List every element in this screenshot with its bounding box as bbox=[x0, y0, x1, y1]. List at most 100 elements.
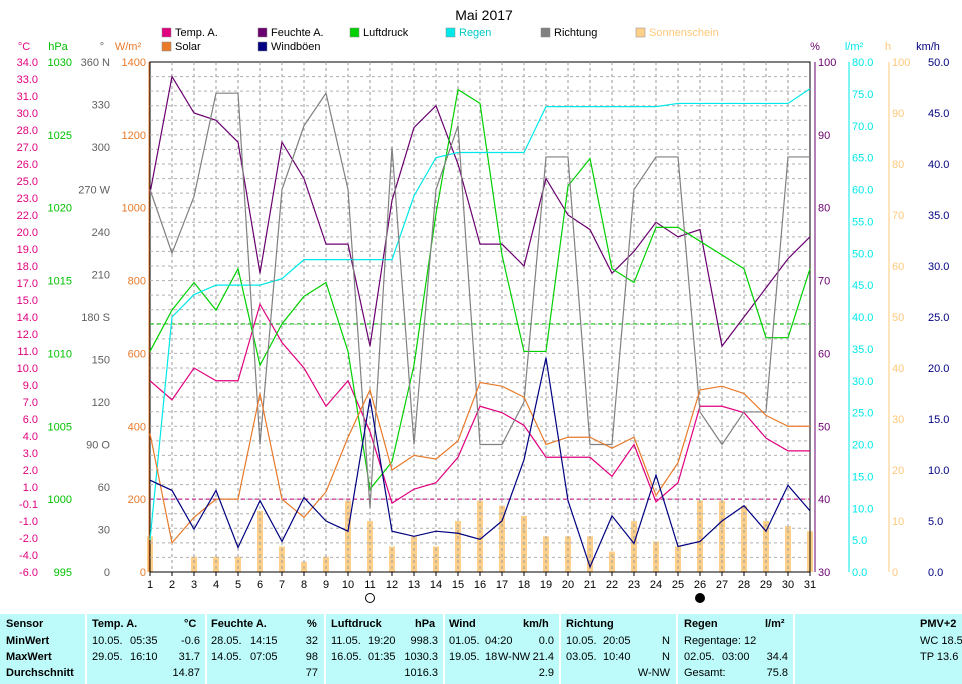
legend-swatch bbox=[257, 27, 268, 38]
solar-tick-label: 200 bbox=[128, 494, 146, 506]
direction-tick-label: 240 bbox=[92, 227, 110, 239]
sunshine-tick-label: 20 bbox=[892, 465, 904, 477]
wind-tick-label: 45.0 bbox=[928, 108, 949, 120]
stats-pressure-max-time: 01:35 bbox=[368, 651, 396, 663]
x-tick-label: 23 bbox=[628, 579, 640, 591]
wind-tick-label: 20.0 bbox=[928, 363, 949, 375]
stats-temp-max-time: 16:10 bbox=[130, 651, 158, 663]
temp-tick-label: 11.0 bbox=[17, 346, 38, 358]
stats-humidity-avg: 77 bbox=[305, 667, 318, 679]
wind-tick-label: 25.0 bbox=[928, 312, 949, 324]
rain-tick-label: 80.0 bbox=[852, 57, 873, 69]
x-tick-label: 13 bbox=[408, 579, 420, 591]
humidity-tick-label: 50 bbox=[818, 421, 830, 433]
stats-direction-min: N bbox=[662, 635, 670, 647]
x-tick-label: 10 bbox=[342, 579, 354, 591]
stats-wind-max-dir: W-NW bbox=[498, 651, 531, 663]
wind-tick-label: 15.0 bbox=[928, 414, 949, 426]
sunshine-tick-label: 0 bbox=[892, 567, 898, 579]
stats-humidity-min: 32 bbox=[305, 635, 318, 647]
stats-wind-max: 21.4 bbox=[532, 651, 554, 663]
stats-wind-min-date: 01.05. bbox=[449, 635, 480, 647]
legend-swatch bbox=[445, 27, 456, 38]
x-tick-label: 28 bbox=[738, 579, 750, 591]
x-tick-label: 18 bbox=[518, 579, 530, 591]
pressure-tick-label: 1025 bbox=[48, 130, 72, 142]
direction-tick-label: 0 bbox=[104, 567, 110, 579]
x-tick-label: 11 bbox=[364, 579, 375, 591]
direction-tick-label: 300 bbox=[92, 142, 110, 154]
temp-tick-label: 26.0 bbox=[17, 159, 38, 171]
sunshine-bar bbox=[323, 556, 329, 572]
humidity-tick-label: 40 bbox=[818, 494, 830, 506]
stats-rain-max-time: 03:00 bbox=[722, 651, 750, 663]
stats-rain-max-date: 02.05. bbox=[684, 651, 715, 663]
series-line-windb-en bbox=[149, 357, 811, 569]
temp-tick-label: 20.0 bbox=[17, 227, 38, 239]
stats-temp-min: -0.6 bbox=[181, 635, 200, 647]
stats-direction-max: N bbox=[662, 651, 670, 663]
solar-tick-label: 800 bbox=[128, 276, 146, 288]
stats-temp-max: 31.7 bbox=[178, 651, 200, 663]
stats-rain-unit: l/m² bbox=[765, 618, 785, 630]
temp-tick-label: 15.0 bbox=[17, 295, 38, 307]
x-tick-label: 6 bbox=[257, 579, 263, 591]
stats-direction-header: Richtung bbox=[566, 618, 614, 630]
stats-wind-min-time: 04:20 bbox=[485, 635, 513, 647]
x-tick-label: 31 bbox=[804, 579, 816, 591]
legend-swatch bbox=[635, 27, 646, 38]
stats-temp-min-time: 05:35 bbox=[130, 635, 158, 647]
wind-tick-label: 5.0 bbox=[928, 516, 943, 528]
stats-rain-max: 34.4 bbox=[766, 651, 788, 663]
wind-axis-unit: km/h bbox=[916, 41, 940, 53]
rain-tick-label: 5.0 bbox=[852, 535, 867, 547]
x-tick-label: 8 bbox=[301, 579, 307, 591]
x-tick-label: 16 bbox=[474, 579, 486, 591]
pressure-tick-label: 1015 bbox=[48, 276, 72, 288]
temp-tick-label: 2.0 bbox=[23, 465, 38, 477]
chart-title: Mai 2017 bbox=[455, 7, 513, 23]
wind-tick-label: 30.0 bbox=[928, 261, 949, 273]
stats-pressure-min: 998.3 bbox=[410, 635, 438, 647]
humidity-tick-label: 80 bbox=[818, 203, 830, 215]
stats-pressure-min-date: 11.05. bbox=[331, 635, 361, 647]
rain-tick-label: 35.0 bbox=[852, 344, 873, 356]
stats-label-min: MinWert bbox=[6, 635, 50, 647]
pressure-tick-label: 1005 bbox=[48, 421, 72, 433]
direction-tick-label: 120 bbox=[92, 397, 110, 409]
stats-panel: Sensor MinWert MaxWert Durchschnitt Temp… bbox=[0, 614, 962, 684]
sunshine-bar bbox=[675, 546, 681, 572]
temp-tick-label: 3.0 bbox=[23, 448, 38, 460]
stats-label-max: MaxWert bbox=[6, 651, 52, 663]
sunshine-bar bbox=[367, 521, 373, 572]
x-tick-label: 24 bbox=[650, 579, 662, 591]
legend-label: Windböen bbox=[271, 41, 321, 53]
chart-legend: Temp. A. Feuchte A. Luftdruck Regen Richtung… bbox=[161, 27, 719, 53]
legend-label: Regen bbox=[459, 27, 491, 39]
series-line-solar bbox=[149, 381, 810, 545]
stats-pressure-max-date: 16.05. bbox=[331, 651, 362, 663]
legend-label: Solar bbox=[175, 41, 201, 53]
stats-pmv-header: PMV+2 bbox=[920, 618, 957, 630]
stats-header-sensor: Sensor bbox=[6, 618, 44, 630]
stats-wind-unit: km/h bbox=[523, 618, 549, 630]
rain-tick-label: 0.0 bbox=[852, 567, 867, 579]
temp-tick-label: 27.0 bbox=[17, 142, 38, 154]
sunshine-tick-label: 70 bbox=[892, 210, 904, 222]
moon-full-icon bbox=[365, 593, 375, 603]
temp-tick-label: 19.0 bbox=[17, 244, 38, 256]
stats-humidity-min-time: 14:15 bbox=[250, 635, 278, 647]
direction-axis-unit: ° bbox=[100, 41, 104, 53]
temp-tick-label: 10.0 bbox=[17, 363, 38, 375]
stats-rain-days: 12 bbox=[744, 635, 757, 647]
legend-label: Richtung bbox=[554, 27, 597, 39]
sunshine-bar bbox=[631, 521, 637, 572]
temp-tick-label: -4.0 bbox=[19, 550, 38, 562]
direction-tick-label: 150 bbox=[92, 355, 110, 367]
temp-tick-label: 1.0 bbox=[23, 482, 38, 494]
solar-axis-unit: W/m² bbox=[115, 41, 142, 53]
stats-direction-min-date: 10.05. bbox=[566, 635, 597, 647]
weather-chart: 1 2 3 4 5 6 7 8 9 10 11 12 13 14 15 16 17 18 19 20 21 22 23 24 2… bbox=[17, 7, 949, 603]
stats-wind-avg: 2.9 bbox=[538, 667, 554, 679]
rain-tick-label: 20.0 bbox=[852, 440, 873, 452]
